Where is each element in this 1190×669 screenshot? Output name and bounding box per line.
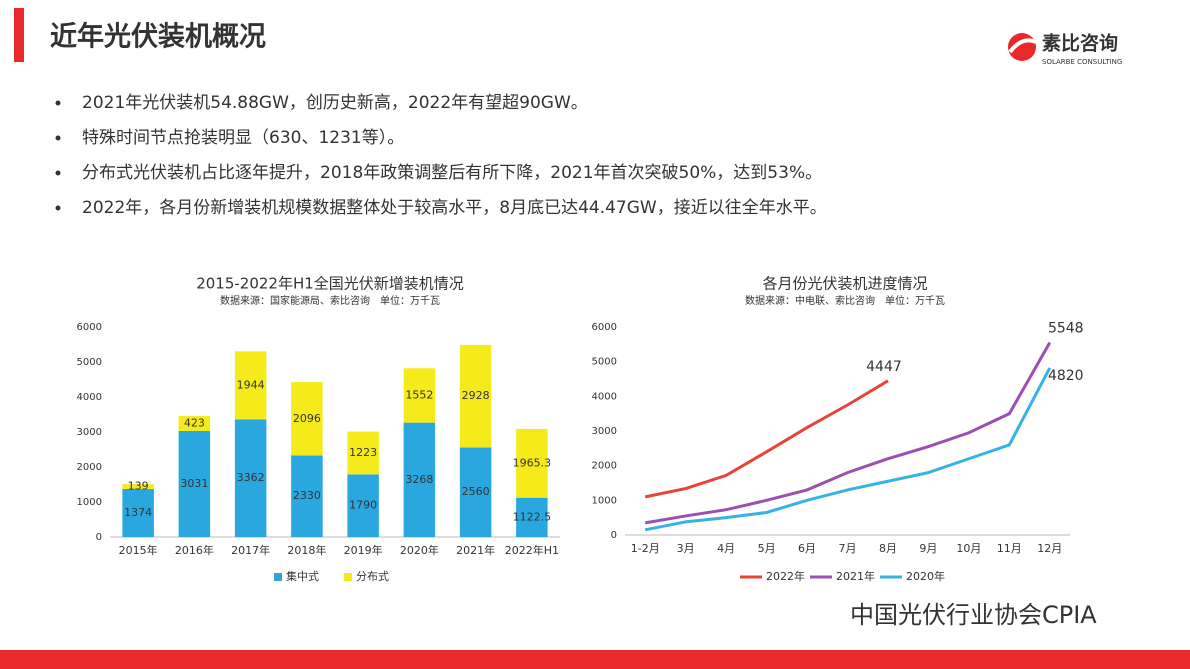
y-tick-label: 6000 (77, 322, 102, 333)
bullet-dot (55, 205, 61, 211)
bar-segment (234, 351, 267, 420)
chart-subtitle: 数据来源：中电联、索比咨询 单位：万千瓦 (745, 294, 945, 307)
data-label: 2928 (462, 389, 490, 402)
legend-label: 2021年 (836, 569, 875, 583)
data-label: 3268 (405, 473, 433, 486)
series-line (644, 379, 889, 499)
data-label: 5548 (1048, 321, 1084, 337)
y-tick-label: 6000 (592, 322, 617, 333)
y-tick-label: 0 (96, 532, 102, 543)
bar-segment (122, 488, 154, 537)
x-tick-label: 1-2月 (631, 542, 660, 555)
data-label: 3031 (180, 477, 208, 490)
logo-subtext: SOLARBE CONSULTING (1042, 58, 1122, 66)
y-tick-label: 0 (611, 530, 617, 541)
y-tick-label: 3000 (77, 427, 102, 438)
bar-segment (291, 382, 323, 456)
data-label: 1552 (405, 388, 433, 401)
x-tick-label: 7月 (839, 542, 857, 555)
x-tick-label: 11月 (997, 542, 1022, 555)
bullet-dot (55, 100, 61, 106)
x-tick-label: 2019年 (344, 543, 383, 557)
data-label: 1223 (349, 446, 377, 459)
y-tick-label: 2000 (592, 461, 617, 472)
x-tick-label: 2015年 (119, 543, 158, 557)
bar-segment (122, 484, 154, 489)
data-label: 1944 (237, 378, 265, 391)
slide-title: 近年光伏装机概况 (50, 21, 266, 53)
data-label: 1965.3 (513, 456, 552, 469)
x-tick-label: 4月 (717, 542, 735, 555)
watermark: 中国光伏行业协会CPIA (850, 601, 1097, 629)
legend-label: 2022年 (766, 569, 805, 583)
bullet-text: 分布式光伏装机占比逐年提升，2018年政策调整后有所下降，2021年首次突破50… (82, 163, 822, 183)
legend-label: 2020年 (906, 569, 945, 583)
legend-swatch (274, 573, 282, 581)
bullet-dot (55, 170, 61, 176)
data-label: 2560 (462, 485, 490, 498)
chart-title: 各月份光伏装机进度情况 (762, 275, 927, 293)
bullet-text: 特殊时间节点抢装明显（630、1231等）。 (82, 128, 404, 148)
x-tick-label: 2017年 (231, 543, 270, 557)
x-tick-label: 5月 (758, 542, 776, 555)
legend-label: 分布式 (356, 570, 389, 583)
y-tick-label: 1000 (77, 497, 102, 508)
x-tick-label: 10月 (956, 542, 981, 555)
x-tick-label: 2022年H1 (505, 543, 559, 557)
x-tick-label: 12月 (1037, 542, 1062, 555)
chart-title: 2015-2022年H1全国光伏新增装机情况 (196, 275, 464, 293)
chart-subtitle: 数据来源：国家能源局、索比咨询 单位：万千瓦 (220, 294, 440, 307)
bar-segment (516, 428, 548, 498)
title-accent (14, 8, 24, 62)
data-label: 1122.5 (513, 510, 552, 523)
y-tick-label: 5000 (77, 357, 102, 368)
bar-segment (516, 497, 548, 537)
bar-segment (178, 430, 211, 537)
data-label: 2096 (293, 412, 321, 425)
bullet-text: 2021年光伏装机54.88GW，创历史新高，2022年有望超90GW。 (82, 93, 588, 113)
bar-segment (403, 368, 436, 423)
bar-segment (291, 455, 323, 537)
bar-segment (178, 416, 211, 431)
series-line (644, 367, 1052, 532)
y-tick-label: 2000 (77, 462, 102, 473)
logo-swoosh (1008, 38, 1037, 54)
bar-segment (403, 422, 436, 537)
x-tick-label: 9月 (919, 542, 937, 555)
y-tick-label: 1000 (592, 495, 617, 506)
x-tick-label: 8月 (879, 542, 897, 555)
y-tick-label: 3000 (592, 426, 617, 437)
data-label: 4447 (866, 359, 902, 375)
x-tick-label: 2018年 (287, 543, 326, 557)
y-tick-label: 4000 (77, 392, 102, 403)
logo: 素比咨询 SOLARBE CONSULTING (1008, 32, 1122, 66)
bar-segment (234, 419, 267, 537)
x-tick-label: 2021年 (456, 543, 495, 557)
y-tick-label: 4000 (592, 391, 617, 402)
x-tick-label: 2016年 (175, 543, 214, 557)
legend-swatch (344, 573, 352, 581)
bullet-text: 2022年，各月份新增装机规模数据整体处于较高水平，8月底已达44.47GW，接… (82, 198, 827, 218)
bar-segment (459, 447, 492, 537)
data-label: 3362 (237, 471, 265, 484)
y-tick-label: 5000 (592, 357, 617, 368)
footer-band (0, 650, 1190, 669)
bullet-dot (55, 135, 61, 141)
series-line (644, 341, 1052, 525)
data-label: 1790 (349, 499, 377, 512)
logo-text: 素比咨询 (1042, 32, 1118, 55)
data-label: 139 (128, 479, 149, 492)
bar-segment (347, 431, 379, 475)
data-label: 2330 (293, 489, 321, 502)
legend-label: 集中式 (286, 569, 319, 583)
x-tick-label: 2020年 (400, 543, 439, 557)
data-label: 423 (184, 417, 205, 430)
bar-segment (347, 474, 379, 537)
data-label: 1374 (124, 506, 152, 519)
data-label: 4820 (1048, 368, 1084, 384)
x-tick-label: 6月 (798, 542, 816, 555)
bar-segment (459, 344, 492, 448)
x-tick-label: 3月 (677, 542, 695, 555)
